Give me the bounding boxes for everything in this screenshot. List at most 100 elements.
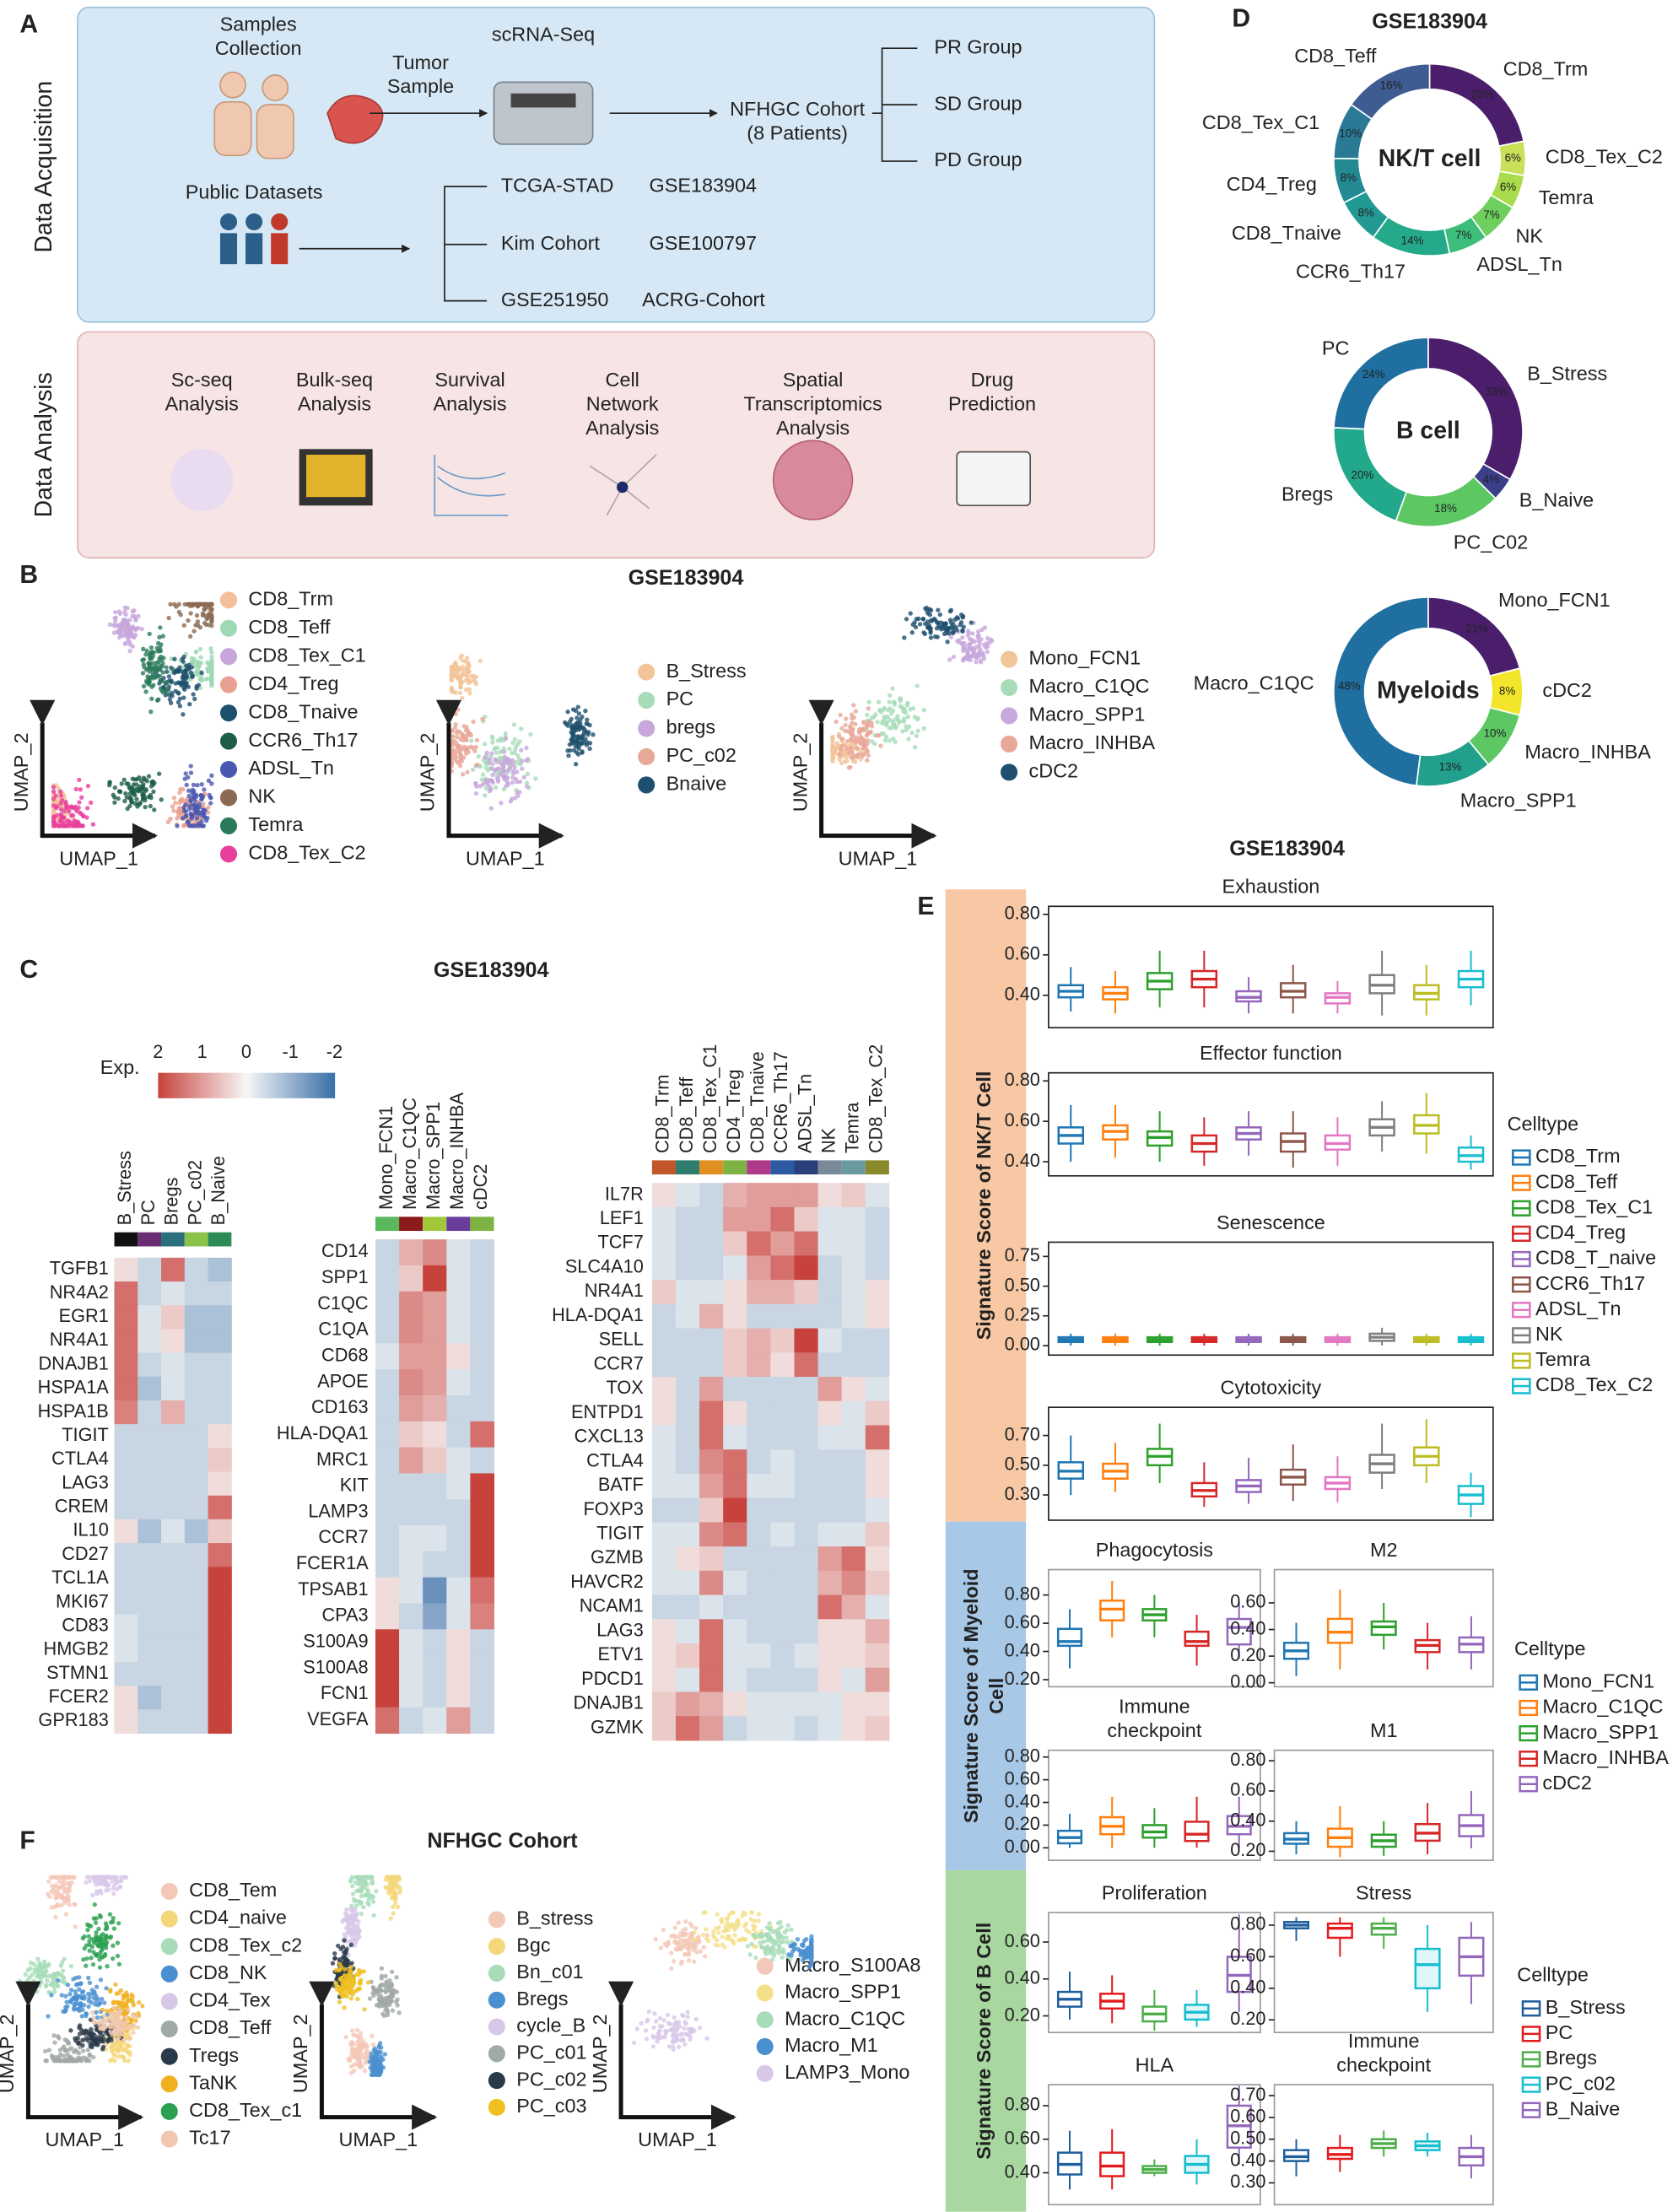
umap-point (117, 789, 122, 794)
heatmap-cell (161, 1543, 186, 1567)
umap-point (127, 803, 132, 809)
column-label: Macro_C1QC (399, 1098, 420, 1210)
heatmap-cell (699, 1400, 724, 1426)
umap-point (55, 1902, 60, 1907)
column-label: CD4_Treg (723, 1070, 744, 1153)
colorbar-step (235, 1072, 240, 1098)
umap-point (362, 2007, 367, 2012)
heatmap-cell (423, 1629, 447, 1656)
heatmap-cell (770, 1255, 795, 1281)
heatmap-cell (399, 1577, 424, 1604)
heatmap-cell (161, 1376, 186, 1401)
umap-point (738, 1937, 743, 1943)
umap-point (169, 678, 174, 683)
column-color (114, 1232, 138, 1247)
umap-point (130, 644, 135, 649)
heatmap-cell (470, 1317, 494, 1344)
heatmap-cell (770, 1328, 795, 1353)
row-label: GZMK (591, 1716, 644, 1737)
heatmap-cell (817, 1716, 843, 1741)
heatmap-cell (138, 1686, 162, 1710)
umap-point (147, 680, 152, 685)
column-label: CD8_Teff (676, 1076, 697, 1153)
legend-swatch (219, 817, 238, 834)
row-label: C1QA (318, 1319, 369, 1340)
umap-point (925, 619, 931, 624)
umap-point (688, 2034, 693, 2040)
heatmap-cell (375, 1369, 400, 1396)
umap-point (898, 704, 903, 709)
umap-point (348, 1938, 353, 1944)
umap-point (494, 785, 499, 790)
slice-label: CD8_Tnaive (1232, 222, 1341, 244)
column-color (375, 1217, 400, 1232)
umap-point (57, 823, 63, 828)
heatmap-cell (446, 1447, 471, 1474)
row-label: SELL (599, 1329, 644, 1350)
umap-point (130, 608, 135, 614)
umap-point (53, 1896, 58, 1901)
umap-point (123, 790, 128, 796)
umap-point (391, 1878, 397, 1883)
umap-point (100, 2020, 105, 2025)
umap-point (68, 1963, 73, 1969)
umap-point (736, 1922, 741, 1928)
colorbar-step (197, 1072, 202, 1098)
umap-point (151, 665, 157, 671)
umap-point (583, 708, 588, 714)
heatmap-cell (817, 1183, 843, 1208)
umap-point (804, 1950, 809, 1955)
umap-point (472, 748, 478, 754)
heatmap-cell (184, 1519, 209, 1544)
umap-point (570, 735, 575, 740)
umap-point (348, 1879, 353, 1884)
umap-point (839, 726, 844, 731)
umap-point (337, 1999, 343, 2004)
umap-point (932, 618, 938, 623)
umap-point (105, 1964, 110, 1969)
umap-point (342, 1938, 347, 1943)
umap-point (676, 1920, 681, 1925)
umap-point (201, 807, 206, 813)
row-label: DNAJB1 (38, 1352, 108, 1373)
umap-point (78, 787, 84, 792)
umap-point (72, 818, 78, 823)
heatmap-cell (770, 1473, 795, 1499)
umap-point (795, 1937, 801, 1942)
umap-point (391, 1875, 396, 1880)
umap-point (197, 661, 202, 666)
heatmap-cell (114, 1662, 138, 1686)
row-label: LAMP3 (308, 1500, 368, 1521)
diagram-text: Sample (387, 75, 454, 97)
umap-point (147, 631, 152, 637)
panel-label: A (19, 10, 38, 38)
umap-point (43, 1973, 48, 1979)
umap-point (126, 2007, 131, 2013)
umap-point (837, 734, 842, 739)
umap-point (55, 2034, 61, 2039)
umap-point (519, 726, 524, 731)
umap-point (747, 1929, 752, 1935)
heatmap-cell (841, 1328, 866, 1353)
umap-point (127, 2037, 132, 2042)
umap-point (985, 649, 990, 655)
heatmap-cell (651, 1400, 677, 1426)
umap-point (356, 1986, 361, 1991)
umap-point (176, 602, 181, 607)
umap-point (778, 1919, 783, 1924)
heatmap-cell (184, 1662, 209, 1686)
umap-point (832, 751, 838, 756)
heatmap-cell (747, 1473, 771, 1499)
heatmap-cell (446, 1499, 471, 1526)
umap-point (188, 770, 194, 775)
heatmap-cell (865, 1546, 890, 1572)
umap-point (209, 680, 214, 685)
heatmap-cell (675, 1255, 700, 1281)
donut-slice (1350, 62, 1431, 121)
umap-point (175, 823, 180, 828)
umap-point (570, 707, 576, 712)
row-label: MKI67 (56, 1590, 109, 1611)
umap-point (167, 697, 173, 702)
analysis-label: Analysis (433, 393, 506, 415)
